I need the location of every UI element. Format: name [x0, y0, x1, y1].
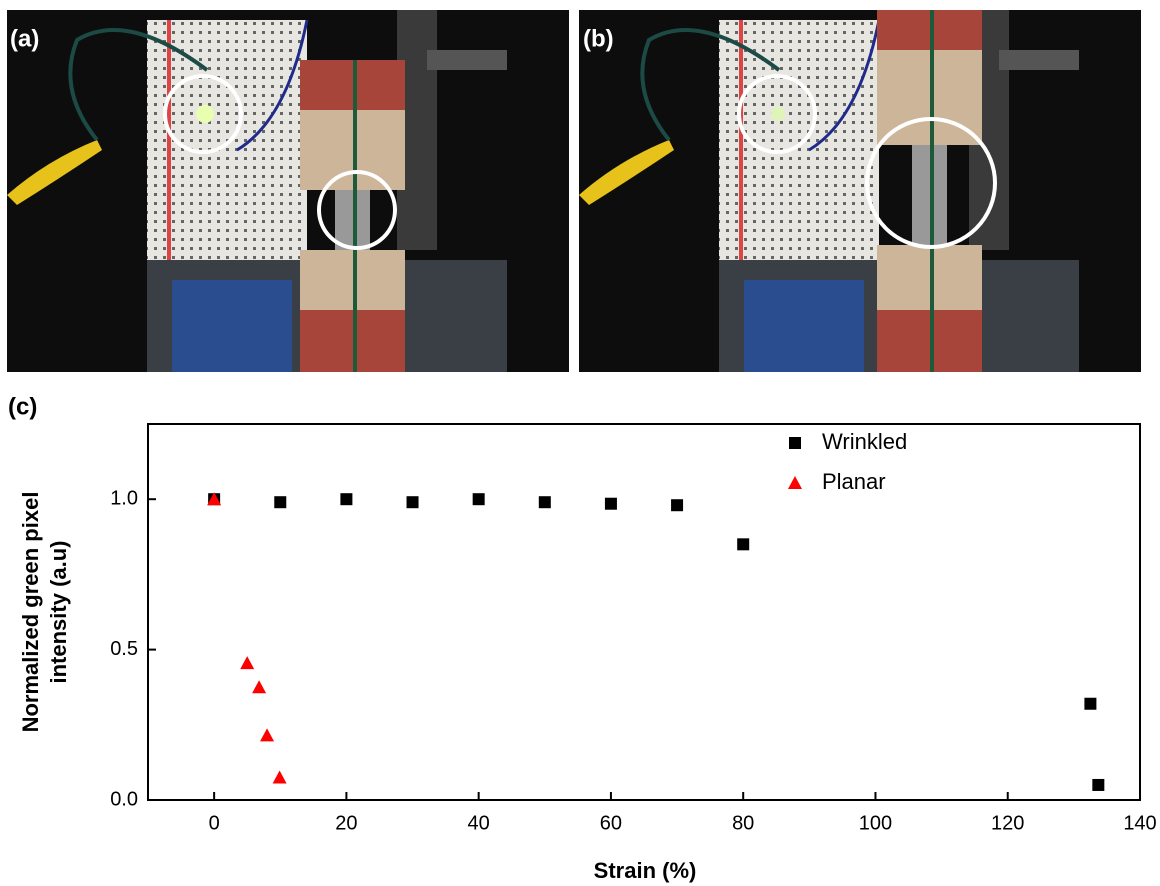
- y-tick-label: 0.5: [110, 638, 138, 660]
- y-axis-label: Normalized green pixel: [18, 492, 43, 733]
- data-point: [1084, 698, 1096, 710]
- legend-marker: [788, 476, 802, 489]
- x-tick-label: 140: [1123, 812, 1156, 834]
- data-point: [737, 538, 749, 550]
- data-point: [605, 498, 617, 510]
- data-point: [260, 728, 274, 741]
- photo-a: [7, 10, 569, 372]
- plot-frame: [148, 424, 1140, 800]
- y-tick-label: 1.0: [110, 487, 138, 509]
- data-point: [340, 493, 352, 505]
- x-axis-label: Strain (%): [594, 858, 697, 883]
- data-point: [273, 770, 287, 783]
- panel-label: (c): [8, 393, 37, 420]
- x-tick-label: 20: [335, 812, 357, 834]
- legend-marker: [789, 437, 801, 449]
- x-tick-label: 0: [209, 812, 220, 834]
- x-tick-label: 100: [859, 812, 892, 834]
- x-tick-label: 120: [991, 812, 1024, 834]
- data-point: [539, 496, 551, 508]
- y-axis-label: intensity (a.u): [46, 540, 71, 683]
- x-tick-label: 40: [468, 812, 490, 834]
- x-tick-label: 60: [600, 812, 622, 834]
- data-point: [240, 656, 254, 669]
- photo-b: [579, 10, 1141, 372]
- data-point: [252, 680, 266, 693]
- data-point: [407, 496, 419, 508]
- legend-label: Planar: [822, 469, 886, 494]
- data-point: [274, 496, 286, 508]
- data-point: [473, 493, 485, 505]
- panel-label: (a): [10, 25, 39, 52]
- data-point: [671, 499, 683, 511]
- data-point: [1092, 779, 1104, 791]
- x-tick-label: 80: [732, 812, 754, 834]
- legend-label: Wrinkled: [822, 429, 907, 454]
- panel-label: (b): [583, 25, 614, 52]
- figure: (a) (b) (c) Strain (%) Normalized green …: [0, 0, 1160, 886]
- y-tick-label: 0.0: [110, 788, 138, 810]
